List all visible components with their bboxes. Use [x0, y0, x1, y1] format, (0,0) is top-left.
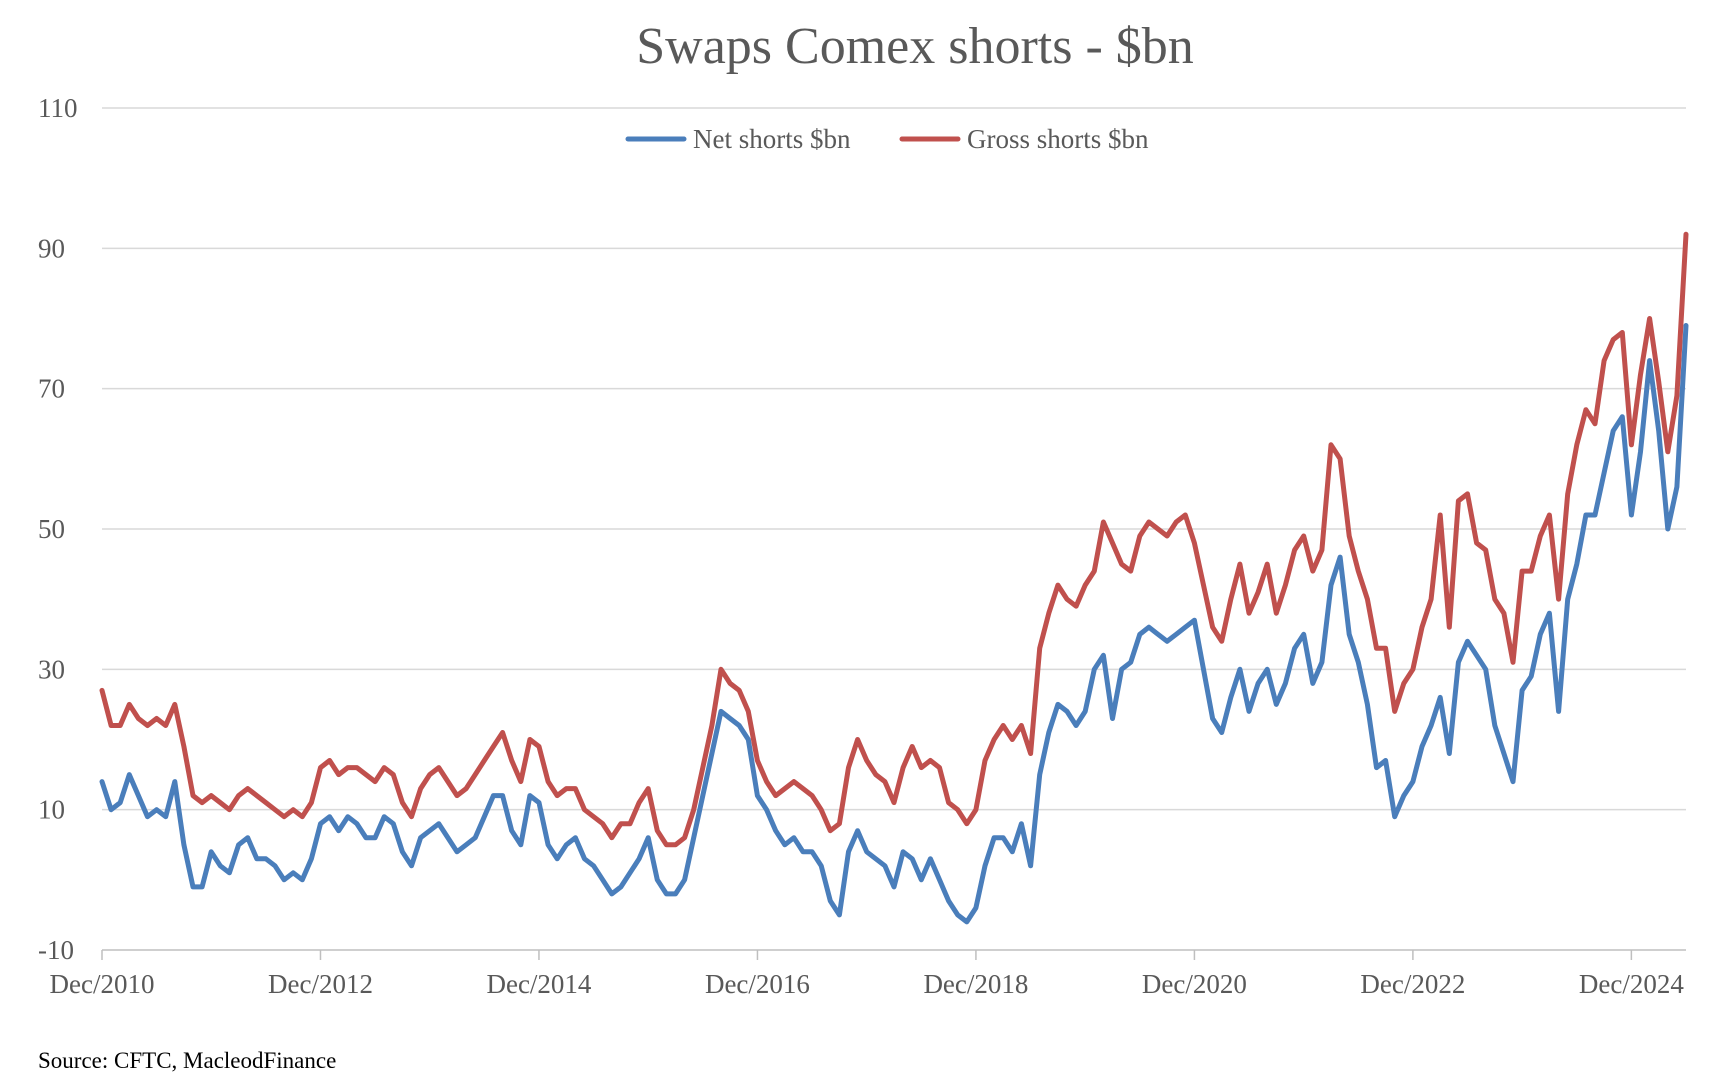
- x-tick-label-7: Dec/2024: [1579, 969, 1684, 999]
- x-tick-label-3: Dec/2016: [705, 969, 810, 999]
- x-tick-label-6: Dec/2022: [1360, 969, 1465, 999]
- y-tick-label-4: 70: [38, 374, 65, 404]
- y-axis-ticks: -10 10 30 50 70 90 110: [38, 93, 78, 965]
- series-line-0: [99, 323, 1689, 925]
- series-line-1: [99, 231, 1689, 848]
- source-note: Source: CFTC, MacleodFinance: [38, 1048, 336, 1073]
- y-tick-label-2: 30: [38, 654, 65, 684]
- x-tick-label-2: Dec/2014: [486, 969, 591, 999]
- chart-title: Swaps Comex shorts - $bn: [636, 18, 1194, 75]
- x-tick-label-1: Dec/2012: [268, 969, 373, 999]
- legend-label-0: Net shorts $bn: [693, 124, 851, 154]
- x-tick-label-5: Dec/2020: [1142, 969, 1247, 999]
- legend-label-1: Gross shorts $bn: [967, 124, 1149, 154]
- y-tick-label-1: 10: [38, 795, 65, 825]
- legend: Net shorts $bn Gross shorts $bn: [625, 124, 1149, 154]
- gridlines: [102, 107, 1686, 951]
- x-tick-label-0: Dec/2010: [50, 969, 155, 999]
- y-tick-label-5: 90: [38, 233, 65, 263]
- x-tick-label-4: Dec/2018: [923, 969, 1028, 999]
- y-tick-label-6: 110: [38, 93, 78, 123]
- series-lines: [99, 231, 1689, 925]
- x-axis-ticks: Dec/2010 Dec/2012 Dec/2014 Dec/2016 Dec/2018…: [50, 950, 1684, 999]
- y-tick-label-3: 50: [38, 514, 65, 544]
- y-tick-label-0: -10: [38, 935, 74, 965]
